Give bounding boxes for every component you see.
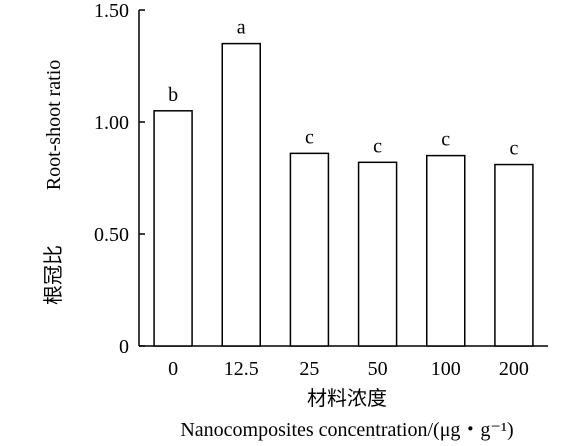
bar-significance-label: c [441, 129, 450, 151]
y-axis-label-english: Root-shoot ratio [43, 60, 65, 191]
bar-significance-label: c [509, 138, 518, 160]
bar [357, 161, 398, 347]
bar [426, 154, 466, 347]
x-tick-label: 0 [168, 358, 178, 380]
x-tick-label: 25 [299, 358, 319, 380]
x-tick-label: 50 [368, 358, 388, 380]
y-tick-label: 0 [119, 336, 129, 358]
bar-significance-label: a [237, 17, 246, 39]
bar [221, 42, 261, 347]
y-axis-label-chinese: 根冠比 [42, 245, 65, 305]
y-tick-label: 1.50 [94, 0, 129, 22]
bar-significance-label: c [373, 135, 382, 157]
y-tick-label: 1.00 [94, 112, 129, 134]
bar-significance-label: b [168, 84, 178, 106]
bar-significance-labels: b a c c c c [168, 17, 518, 160]
bars [153, 42, 534, 347]
y-tick-label: 0.50 [94, 224, 129, 246]
x-tick-label: 12.5 [224, 358, 259, 380]
bar [153, 110, 193, 347]
bar-significance-label: c [305, 126, 314, 148]
y-axis: 0 0.50 1.00 1.50 [94, 0, 145, 358]
x-axis-label-chinese: 材料浓度 [307, 387, 387, 410]
x-axis-label-english: Nanocomposites concentration/(μg・g⁻¹) [180, 419, 513, 441]
x-tick-label: 200 [499, 358, 529, 380]
x-axis: 0 12.5 25 50 100 200 [139, 340, 548, 380]
x-tick-label: 100 [431, 358, 461, 380]
bar [289, 152, 330, 347]
bar [494, 163, 534, 347]
